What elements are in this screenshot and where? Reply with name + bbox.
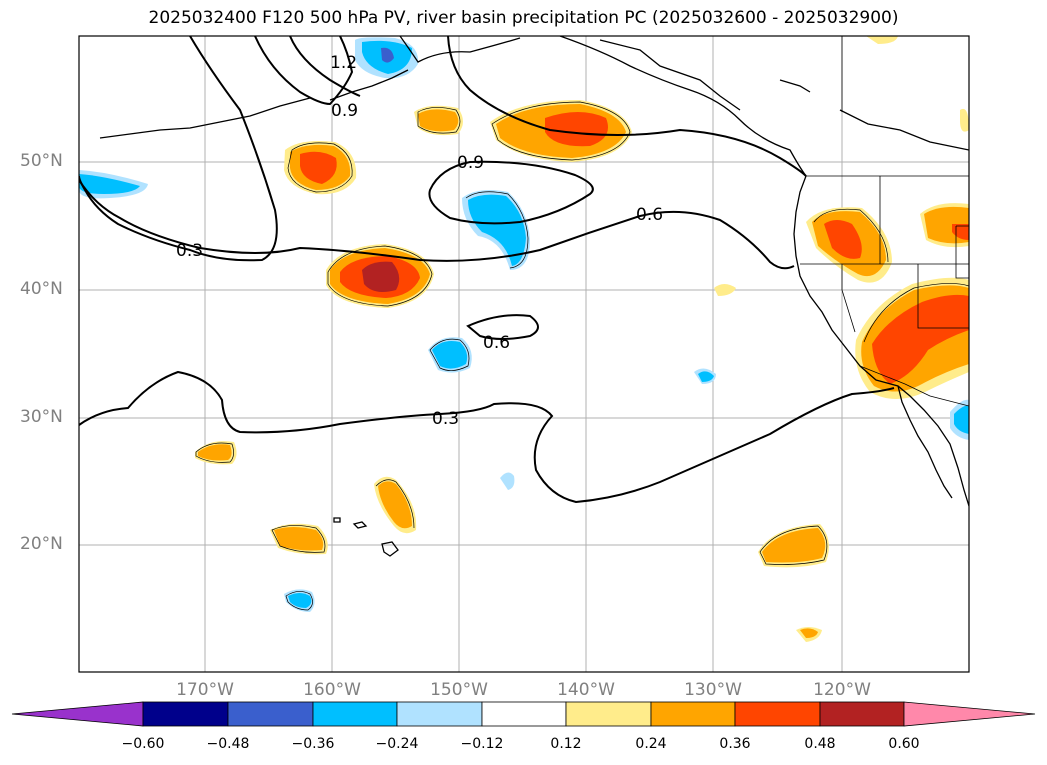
colorbar-tick-7: 0.24	[635, 736, 667, 752]
colorbar-tick-10: 0.60	[888, 736, 920, 752]
colorbar-swatch-5	[481, 701, 567, 727]
pv-contour-1.2	[254, 36, 354, 106]
lat-label-30n: 30°N	[20, 407, 63, 427]
colorbar-tick-9: 0.48	[804, 736, 836, 752]
positive-anomaly-8	[714, 284, 736, 296]
borders	[800, 36, 969, 407]
pv-contour-0.9-west	[79, 36, 278, 262]
map-title: 2025032400 F120 500 hPa PV, river basin …	[148, 8, 899, 28]
contour-label-1: 1.2	[330, 53, 357, 73]
pv-contour-0.9-central	[428, 160, 594, 225]
contour-label-3: 0.9	[457, 153, 484, 173]
colorbar-swatch-8	[734, 701, 821, 727]
colorbar-extend-low	[11, 701, 144, 727]
pv-contour-0.9-north	[289, 36, 807, 177]
colorbar-extend-high	[903, 701, 1036, 727]
colorbar-tick-2: −0.48	[206, 736, 250, 752]
lat-label-40n: 40°N	[20, 279, 63, 299]
negative-anomaly-4	[500, 472, 515, 490]
pv-contours	[79, 36, 895, 504]
lon-label-140w: 140°W	[557, 680, 615, 700]
colorbar-swatch-7	[650, 701, 736, 727]
pv-contour-labels: 1.2 0.9 0.9 0.6 0.3 0.6 0.3	[176, 53, 663, 429]
pv-contour-0.6-small	[466, 314, 539, 340]
pv-contour-0.3	[79, 370, 895, 504]
precip-shading	[79, 36, 969, 642]
hawaii-islands	[381, 541, 399, 557]
lat-label-20n: 20°N	[20, 534, 63, 554]
graticule	[79, 36, 969, 672]
map-frame	[78, 35, 970, 673]
contour-label-4: 0.6	[636, 205, 663, 225]
coastlines	[99, 36, 969, 557]
positive-anomaly-12	[960, 108, 969, 132]
lon-label-120w: 120°W	[813, 680, 871, 700]
colorbar-swatch-1	[142, 701, 229, 727]
lon-label-170w: 170°W	[176, 680, 234, 700]
shading-outlines	[195, 101, 969, 611]
lon-label-160w: 160°W	[303, 680, 361, 700]
lat-label-50n: 50°N	[20, 151, 63, 171]
colorbar-tick-4: −0.24	[375, 736, 419, 752]
pv-contour-0.6	[79, 179, 795, 270]
colorbar-tick-3: −0.36	[291, 736, 335, 752]
contour-label-6: 0.6	[483, 333, 510, 353]
colorbar-swatch-3	[312, 701, 398, 727]
map-plot-area: 1.2 0.9 0.9 0.6 0.3 0.6 0.3	[79, 36, 969, 672]
colorbar-tick-8: 0.36	[719, 736, 751, 752]
north-america-coast	[793, 175, 969, 507]
colorbar-tick-1: −0.60	[121, 736, 165, 752]
colorbar-tick-5: −0.12	[460, 736, 504, 752]
colorbar-swatch-4	[396, 701, 483, 727]
positive-anomaly-11	[866, 36, 898, 44]
colorbar-swatch-6	[565, 701, 652, 727]
lon-label-130w: 130°W	[684, 680, 742, 700]
alaska-coast	[399, 36, 521, 63]
colorbar-swatch-2	[227, 701, 314, 727]
contour-label-2: 0.9	[331, 101, 358, 121]
contour-label-7: 0.3	[432, 409, 459, 429]
contour-label-5: 0.3	[176, 241, 203, 261]
colorbar	[11, 701, 1036, 727]
lon-label-150w: 150°W	[430, 680, 488, 700]
colorbar-tick-6: 0.12	[550, 736, 582, 752]
colorbar-swatch-9	[819, 701, 905, 727]
